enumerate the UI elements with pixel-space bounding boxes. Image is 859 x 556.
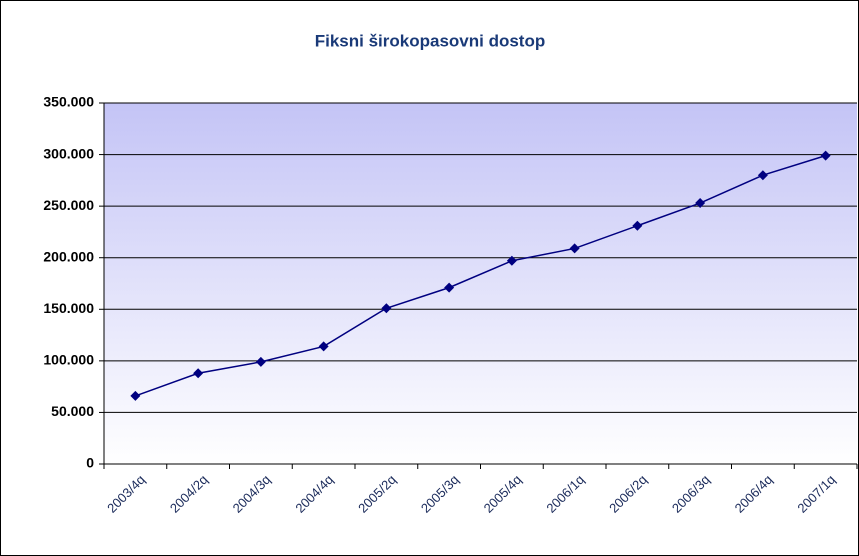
marker (695, 198, 706, 209)
marker (381, 303, 392, 314)
line (135, 154, 826, 397)
marker (569, 243, 580, 254)
y-tick-label: 200.000 (43, 248, 94, 264)
marker (193, 368, 204, 379)
y-tick-label: 150.000 (43, 300, 94, 316)
marker (820, 150, 831, 161)
y-tick-label: 250.000 (43, 197, 94, 213)
marker (444, 282, 455, 293)
marker (632, 220, 643, 231)
plot-area (104, 103, 857, 464)
marker (757, 170, 768, 181)
marker (506, 255, 517, 266)
y-tick-label: 100.000 (43, 352, 94, 368)
y-tick-label: 300.000 (43, 145, 94, 161)
y-tick-label: 50.000 (51, 403, 94, 419)
marker (318, 341, 329, 352)
chart-title: Fiksni širokopasovni dostop (315, 31, 545, 50)
y-tick-label: 350.000 (43, 94, 94, 110)
marker (255, 356, 266, 367)
marker (130, 390, 141, 401)
y-tick-label: 0 (86, 455, 94, 471)
